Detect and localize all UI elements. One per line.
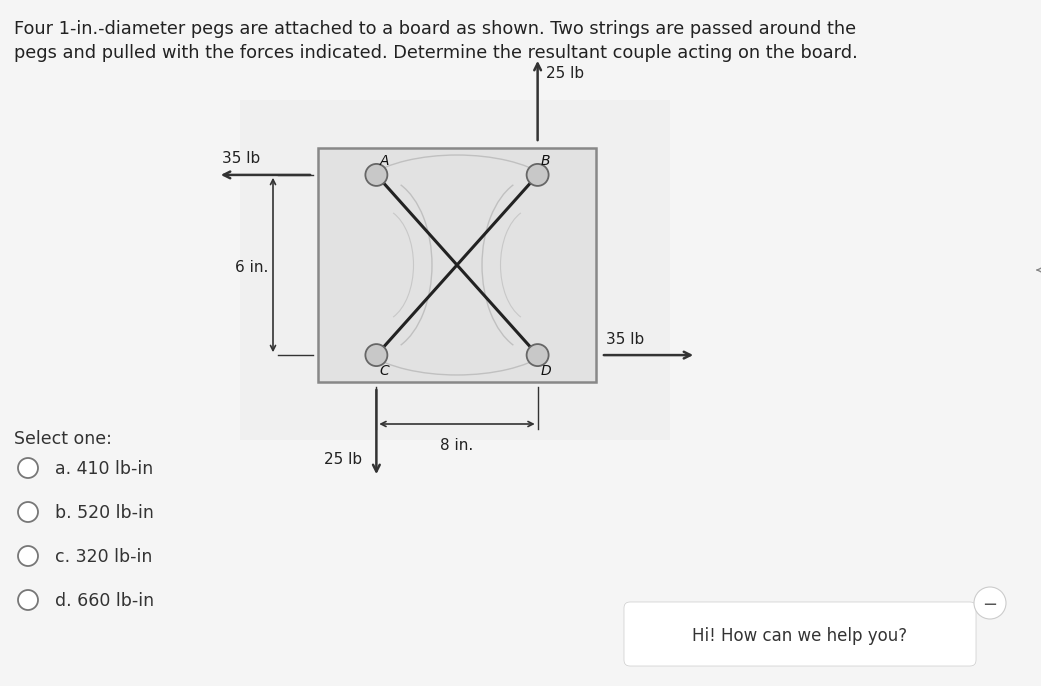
Circle shape [527, 344, 549, 366]
FancyBboxPatch shape [240, 100, 670, 440]
FancyBboxPatch shape [318, 148, 596, 382]
Circle shape [527, 164, 549, 186]
Text: 8 in.: 8 in. [440, 438, 474, 453]
Circle shape [365, 344, 387, 366]
Text: A: A [379, 154, 389, 168]
Text: −: − [983, 596, 997, 614]
Text: Hi! How can we help you?: Hi! How can we help you? [692, 627, 908, 645]
Text: 35 lb: 35 lb [222, 152, 260, 167]
Text: 35 lb: 35 lb [606, 331, 644, 346]
Text: Four 1-in.-diameter pegs are attached to a board as shown. Two strings are passe: Four 1-in.-diameter pegs are attached to… [14, 20, 856, 38]
Text: B: B [540, 154, 550, 168]
Text: Select one:: Select one: [14, 430, 111, 448]
FancyBboxPatch shape [624, 602, 976, 666]
Text: C: C [379, 364, 389, 378]
Circle shape [18, 590, 39, 610]
Text: a. 410 lb-in: a. 410 lb-in [55, 460, 153, 478]
Circle shape [18, 458, 39, 478]
Text: d. 660 lb-in: d. 660 lb-in [55, 592, 154, 610]
Circle shape [974, 587, 1006, 619]
Text: D: D [540, 364, 552, 378]
Circle shape [18, 546, 39, 566]
Text: b. 520 lb-in: b. 520 lb-in [55, 504, 154, 522]
Text: 25 lb: 25 lb [325, 451, 362, 466]
Text: 6 in.: 6 in. [234, 259, 268, 274]
Text: c. 320 lb-in: c. 320 lb-in [55, 548, 152, 566]
Text: pegs and pulled with the forces indicated. Determine the resultant couple acting: pegs and pulled with the forces indicate… [14, 44, 858, 62]
Text: 25 lb: 25 lb [545, 65, 584, 80]
Circle shape [18, 502, 39, 522]
Circle shape [365, 164, 387, 186]
